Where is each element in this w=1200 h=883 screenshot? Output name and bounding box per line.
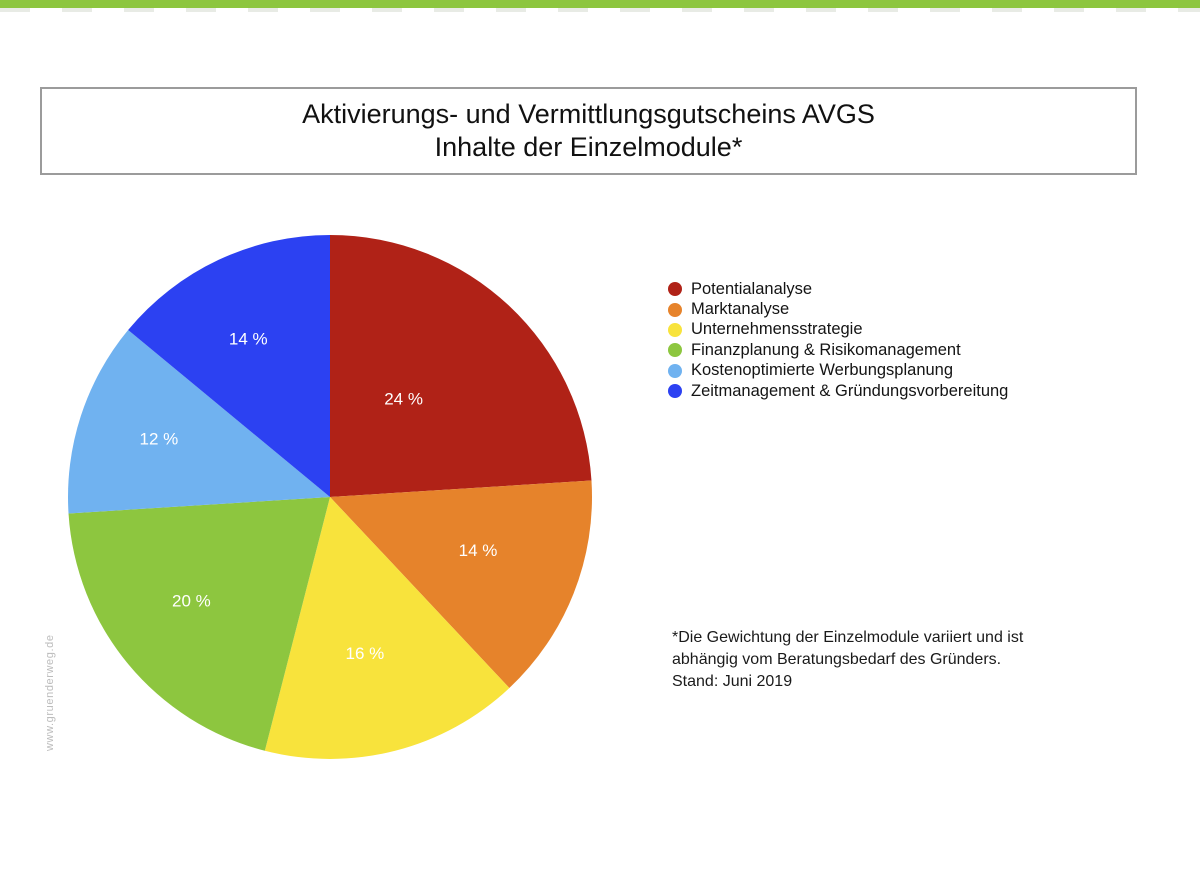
legend-item-label: Finanzplanung & Risikomanagement xyxy=(691,340,961,359)
legend-item-label: Potentialanalyse xyxy=(691,279,813,298)
top-accent-bar xyxy=(0,0,1200,8)
legend-item: Kostenoptimierte Werbungsplanung xyxy=(668,361,1008,381)
legend-swatch-icon xyxy=(668,282,682,297)
pie-slice xyxy=(330,235,592,497)
footnote: *Die Gewichtung der Einzelmodule variier… xyxy=(672,627,1023,693)
legend-item: Unternehmensstrategie xyxy=(668,320,1008,340)
footnote-line: abhängig vom Beratungsbedarf des Gründer… xyxy=(672,651,1002,668)
slice-value-label: 24 % xyxy=(384,389,423,408)
legend-item-label: Unternehmensstrategie xyxy=(691,320,863,339)
slice-value-label: 16 % xyxy=(346,644,385,663)
pie-slice xyxy=(68,329,331,514)
legend-item: Zeitmanagement & Gründungsvorbereitung xyxy=(668,381,1008,401)
watermark-vertical-text: www.gruenderweg.de xyxy=(44,634,56,752)
pie-chart: 24 % 14 % 16 % 20 % 12 % 14 % xyxy=(68,235,592,760)
slice-value-label: 14 % xyxy=(229,330,268,349)
slice-value-label: 12 % xyxy=(140,430,179,449)
chart-title-line1: Aktivierungs- und Vermittlungsgutscheins… xyxy=(302,99,875,129)
slice-value-label: 20 % xyxy=(172,591,211,610)
legend-swatch-icon xyxy=(668,343,682,358)
chart-title-line2: Inhalte der Einzelmodule* xyxy=(434,132,743,162)
top-accent-dashes xyxy=(0,8,1200,12)
footnote-line: *Die Gewichtung der Einzelmodule variier… xyxy=(672,629,1024,646)
legend-item: Finanzplanung & Risikomanagement xyxy=(668,340,1008,360)
pie-slice xyxy=(68,497,331,751)
legend-swatch-icon xyxy=(668,363,682,378)
chart-legend: Potentialanalyse Marktanalyse Unternehmens… xyxy=(668,279,1008,401)
footnote-line: Stand: Juni 2019 xyxy=(672,673,793,690)
legend-swatch-icon xyxy=(668,322,682,337)
pie-slice xyxy=(330,480,592,688)
slice-value-label: 14 % xyxy=(459,541,498,560)
legend-swatch-icon xyxy=(668,302,682,317)
legend-item-label: Marktanalyse xyxy=(691,300,790,319)
legend-item-label: Zeitmanagement & Gründungsvorbereitung xyxy=(691,381,1009,400)
legend-swatch-icon xyxy=(668,384,682,399)
legend-item: Potentialanalyse xyxy=(668,279,1008,299)
pie-slice xyxy=(128,235,330,497)
legend-item: Marktanalyse xyxy=(668,299,1008,319)
legend-item-label: Kostenoptimierte Werbungsplanung xyxy=(691,361,954,380)
pie-slice xyxy=(264,497,510,760)
chart-title-box: Aktivierungs- und Vermittlungsgutscheins… xyxy=(40,87,1137,175)
